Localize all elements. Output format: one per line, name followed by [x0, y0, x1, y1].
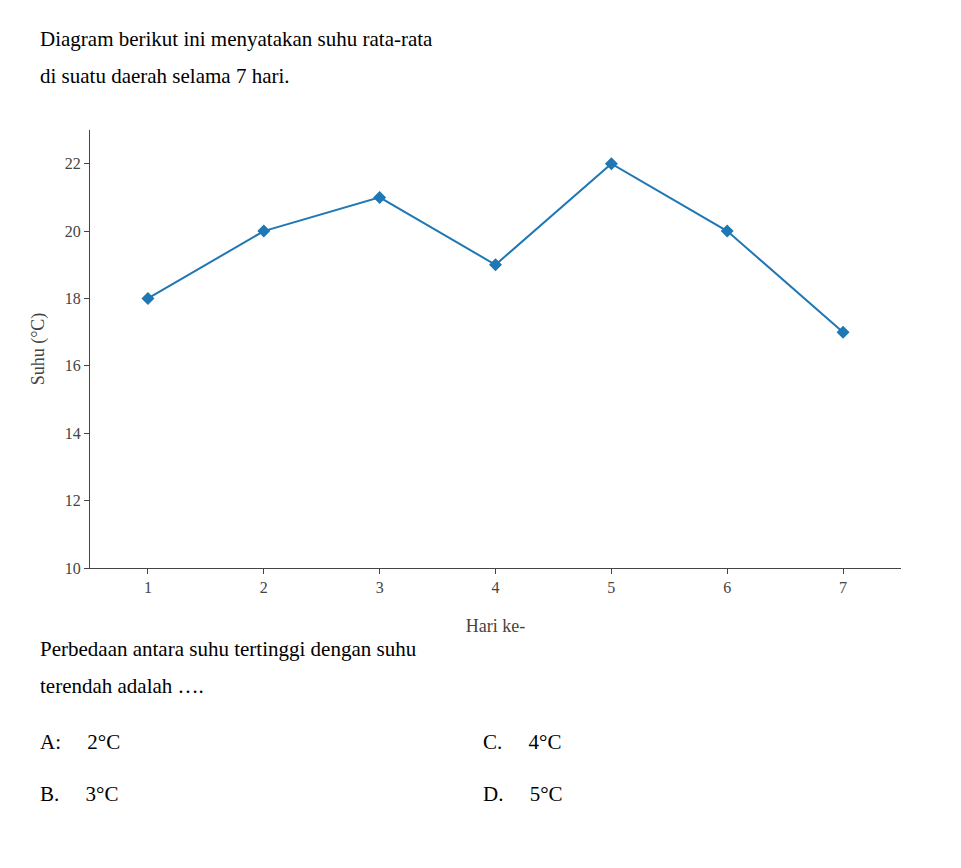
- svg-text:C. 4°C: C. 4°C: [483, 730, 561, 754]
- svg-text:di suatu daerah selama 7 hari.: di suatu daerah selama 7 hari.: [40, 64, 290, 88]
- svg-text:B. 3°C: B. 3°C: [40, 782, 118, 806]
- svg-text:terendah adalah ….: terendah adalah ….: [40, 674, 204, 698]
- svg-text:20: 20: [65, 223, 81, 240]
- svg-text:Diagram berikut ini menyatakan: Diagram berikut ini menyatakan suhu rata…: [40, 27, 433, 51]
- svg-text:2: 2: [260, 579, 268, 596]
- svg-text:12: 12: [65, 492, 81, 509]
- svg-text:1: 1: [144, 579, 152, 596]
- svg-text:18: 18: [65, 290, 81, 307]
- svg-text:7: 7: [839, 579, 847, 596]
- svg-text:6: 6: [723, 579, 731, 596]
- svg-text:3: 3: [376, 579, 384, 596]
- svg-text:D. 5°C: D. 5°C: [483, 782, 563, 806]
- svg-text:A: 2°C: A: 2°C: [40, 730, 120, 754]
- svg-text:14: 14: [65, 425, 81, 442]
- svg-text:22: 22: [65, 155, 81, 172]
- svg-text:16: 16: [65, 357, 81, 374]
- svg-text:Suhu (°C): Suhu (°C): [28, 313, 49, 386]
- svg-text:Perbedaan antara suhu tertingg: Perbedaan antara suhu tertinggi dengan s…: [40, 637, 417, 661]
- svg-text:4: 4: [492, 579, 500, 596]
- svg-text:10: 10: [65, 560, 81, 577]
- svg-text:Hari ke-: Hari ke-: [466, 616, 525, 636]
- svg-text:5: 5: [607, 579, 615, 596]
